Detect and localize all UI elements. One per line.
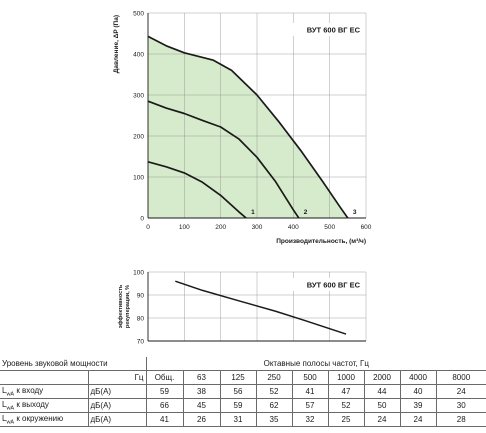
- table-cell: 39: [399, 398, 437, 413]
- efficiency-chart-title: ВУТ 600 ВГ ЕС: [307, 281, 361, 290]
- efficiency-y-axis-label-line-2: рекуперации, %: [125, 285, 131, 328]
- row-label: LwA к окружению: [0, 412, 89, 427]
- unit-header: Гц: [87, 370, 147, 385]
- table-cell: 38: [182, 384, 221, 399]
- col-header: 1000: [327, 370, 365, 385]
- fan-curve-2: [147, 100, 300, 219]
- table-cell: 40: [399, 384, 437, 399]
- table-cell: 24: [399, 412, 437, 427]
- table-cell: 26: [182, 412, 221, 427]
- y-tick-label: 100: [133, 269, 144, 276]
- table-cell: 24: [435, 384, 486, 399]
- efficiency-chart: 70 80 90 100 ВУТ 600 ВГ ЕС эффективность ре…: [117, 269, 367, 345]
- table-cell: 31: [219, 412, 257, 427]
- table-cell: 41: [145, 412, 184, 427]
- efficiency-curves: [175, 280, 347, 335]
- pressure-y-axis-label: Давление, ΔP (Па): [113, 15, 120, 73]
- row-label: LwA к входу: [0, 384, 89, 399]
- x-tick-label: 500: [324, 224, 335, 231]
- x-tick-label: 600: [361, 224, 372, 231]
- table-cell: 30: [435, 398, 486, 413]
- table-cell: 35: [255, 412, 293, 427]
- table-cell: 59: [145, 384, 184, 399]
- table-cell: 52: [255, 384, 293, 399]
- table-cell: 59: [219, 398, 257, 413]
- y-tick-label: 90: [137, 292, 145, 299]
- frequency-header-row: Гц Общ. 63 125 250 500 1000 2000 4000 80…: [0, 370, 486, 385]
- efficiency-title-box: ВУТ 600 ВГ ЕС: [286, 278, 364, 291]
- y-tick-label: 300: [133, 92, 144, 99]
- x-tick-label: 300: [252, 224, 263, 231]
- pressure-chart-title: ВУТ 600 ВГ ЕС: [307, 26, 361, 35]
- table-cell: 66: [145, 398, 184, 413]
- table-cell: 62: [255, 398, 293, 413]
- x-tick-label: 100: [179, 224, 190, 231]
- efficiency-curve: [175, 280, 347, 335]
- table-row: LwA к окружению дБ(А) 41 26 31 35 32 25 …: [0, 412, 486, 427]
- col-header: 63: [182, 370, 221, 385]
- col-header: 500: [291, 370, 329, 385]
- col-header: 4000: [399, 370, 437, 385]
- empty-header-cell: [0, 370, 89, 385]
- table-row: LwA к выходу дБ(А) 66 45 59 62 57 52 50 …: [0, 398, 486, 413]
- table-header-row: Уровень звуковой мощности Октавные полос…: [0, 357, 486, 371]
- row-unit: дБ(А): [87, 384, 147, 399]
- band-header: Октавные полосы частот, Гц: [145, 357, 486, 371]
- working-area: [148, 36, 348, 219]
- curve-number-labels: 1 2 3: [251, 209, 357, 216]
- curve-number-1: 1: [251, 209, 255, 216]
- pressure-curves: [147, 35, 349, 219]
- col-header: 8000: [435, 370, 486, 385]
- y-tick-label: 70: [137, 338, 145, 345]
- table-cell: 28: [435, 412, 486, 427]
- efficiency-tick-labels: 70 80 90 100: [133, 269, 144, 345]
- table-cell: 41: [291, 384, 329, 399]
- col-header: 125: [219, 370, 257, 385]
- efficiency-y-axis-label-line-1: эффективность: [117, 284, 124, 328]
- y-tick-label: 80: [137, 315, 145, 322]
- curve-number-2: 2: [304, 209, 308, 216]
- x-tick-label: 400: [288, 224, 299, 231]
- y-tick-label: 100: [133, 174, 144, 181]
- table-cell: 32: [291, 412, 329, 427]
- table-cell: 44: [363, 384, 401, 399]
- row-label: LwA к выходу: [0, 398, 89, 413]
- fan-curve-1: [147, 160, 247, 219]
- sound-power-table: Уровень звуковой мощности Октавные полос…: [0, 357, 486, 427]
- table-cell: 24: [363, 412, 401, 427]
- y-tick-label: 0: [140, 215, 144, 222]
- y-tick-label: 200: [133, 133, 144, 140]
- col-header: Общ.: [145, 370, 184, 385]
- table-cell: 25: [327, 412, 365, 427]
- table-cell: 52: [327, 398, 365, 413]
- table-cell: 56: [219, 384, 257, 399]
- table-row: LwA к входу дБ(А) 59 38 56 52 41 47 44 4…: [0, 384, 486, 399]
- pressure-x-axis-label: Производительность, (м³/ч): [276, 238, 366, 245]
- y-tick-label: 500: [133, 10, 144, 17]
- fan-curve-3: [147, 35, 349, 219]
- row-unit: дБ(А): [87, 398, 147, 413]
- y-tick-label: 400: [133, 51, 144, 58]
- table-cell: 50: [363, 398, 401, 413]
- table-title: Уровень звуковой мощности: [0, 357, 146, 371]
- curve-number-3: 3: [353, 209, 357, 216]
- x-tick-label: 0: [146, 224, 150, 231]
- col-header: 250: [255, 370, 293, 385]
- pressure-title-box: ВУТ 600 ВГ ЕС: [286, 23, 364, 36]
- col-header: 2000: [363, 370, 401, 385]
- table-cell: 45: [182, 398, 221, 413]
- x-tick-label: 200: [215, 224, 226, 231]
- pressure-tick-labels: 0 100 200 300 400 500 600 0 100 200 300 400 500: [133, 10, 372, 231]
- table-cell: 57: [291, 398, 329, 413]
- table-cell: 47: [327, 384, 365, 399]
- row-unit: дБ(А): [87, 412, 147, 427]
